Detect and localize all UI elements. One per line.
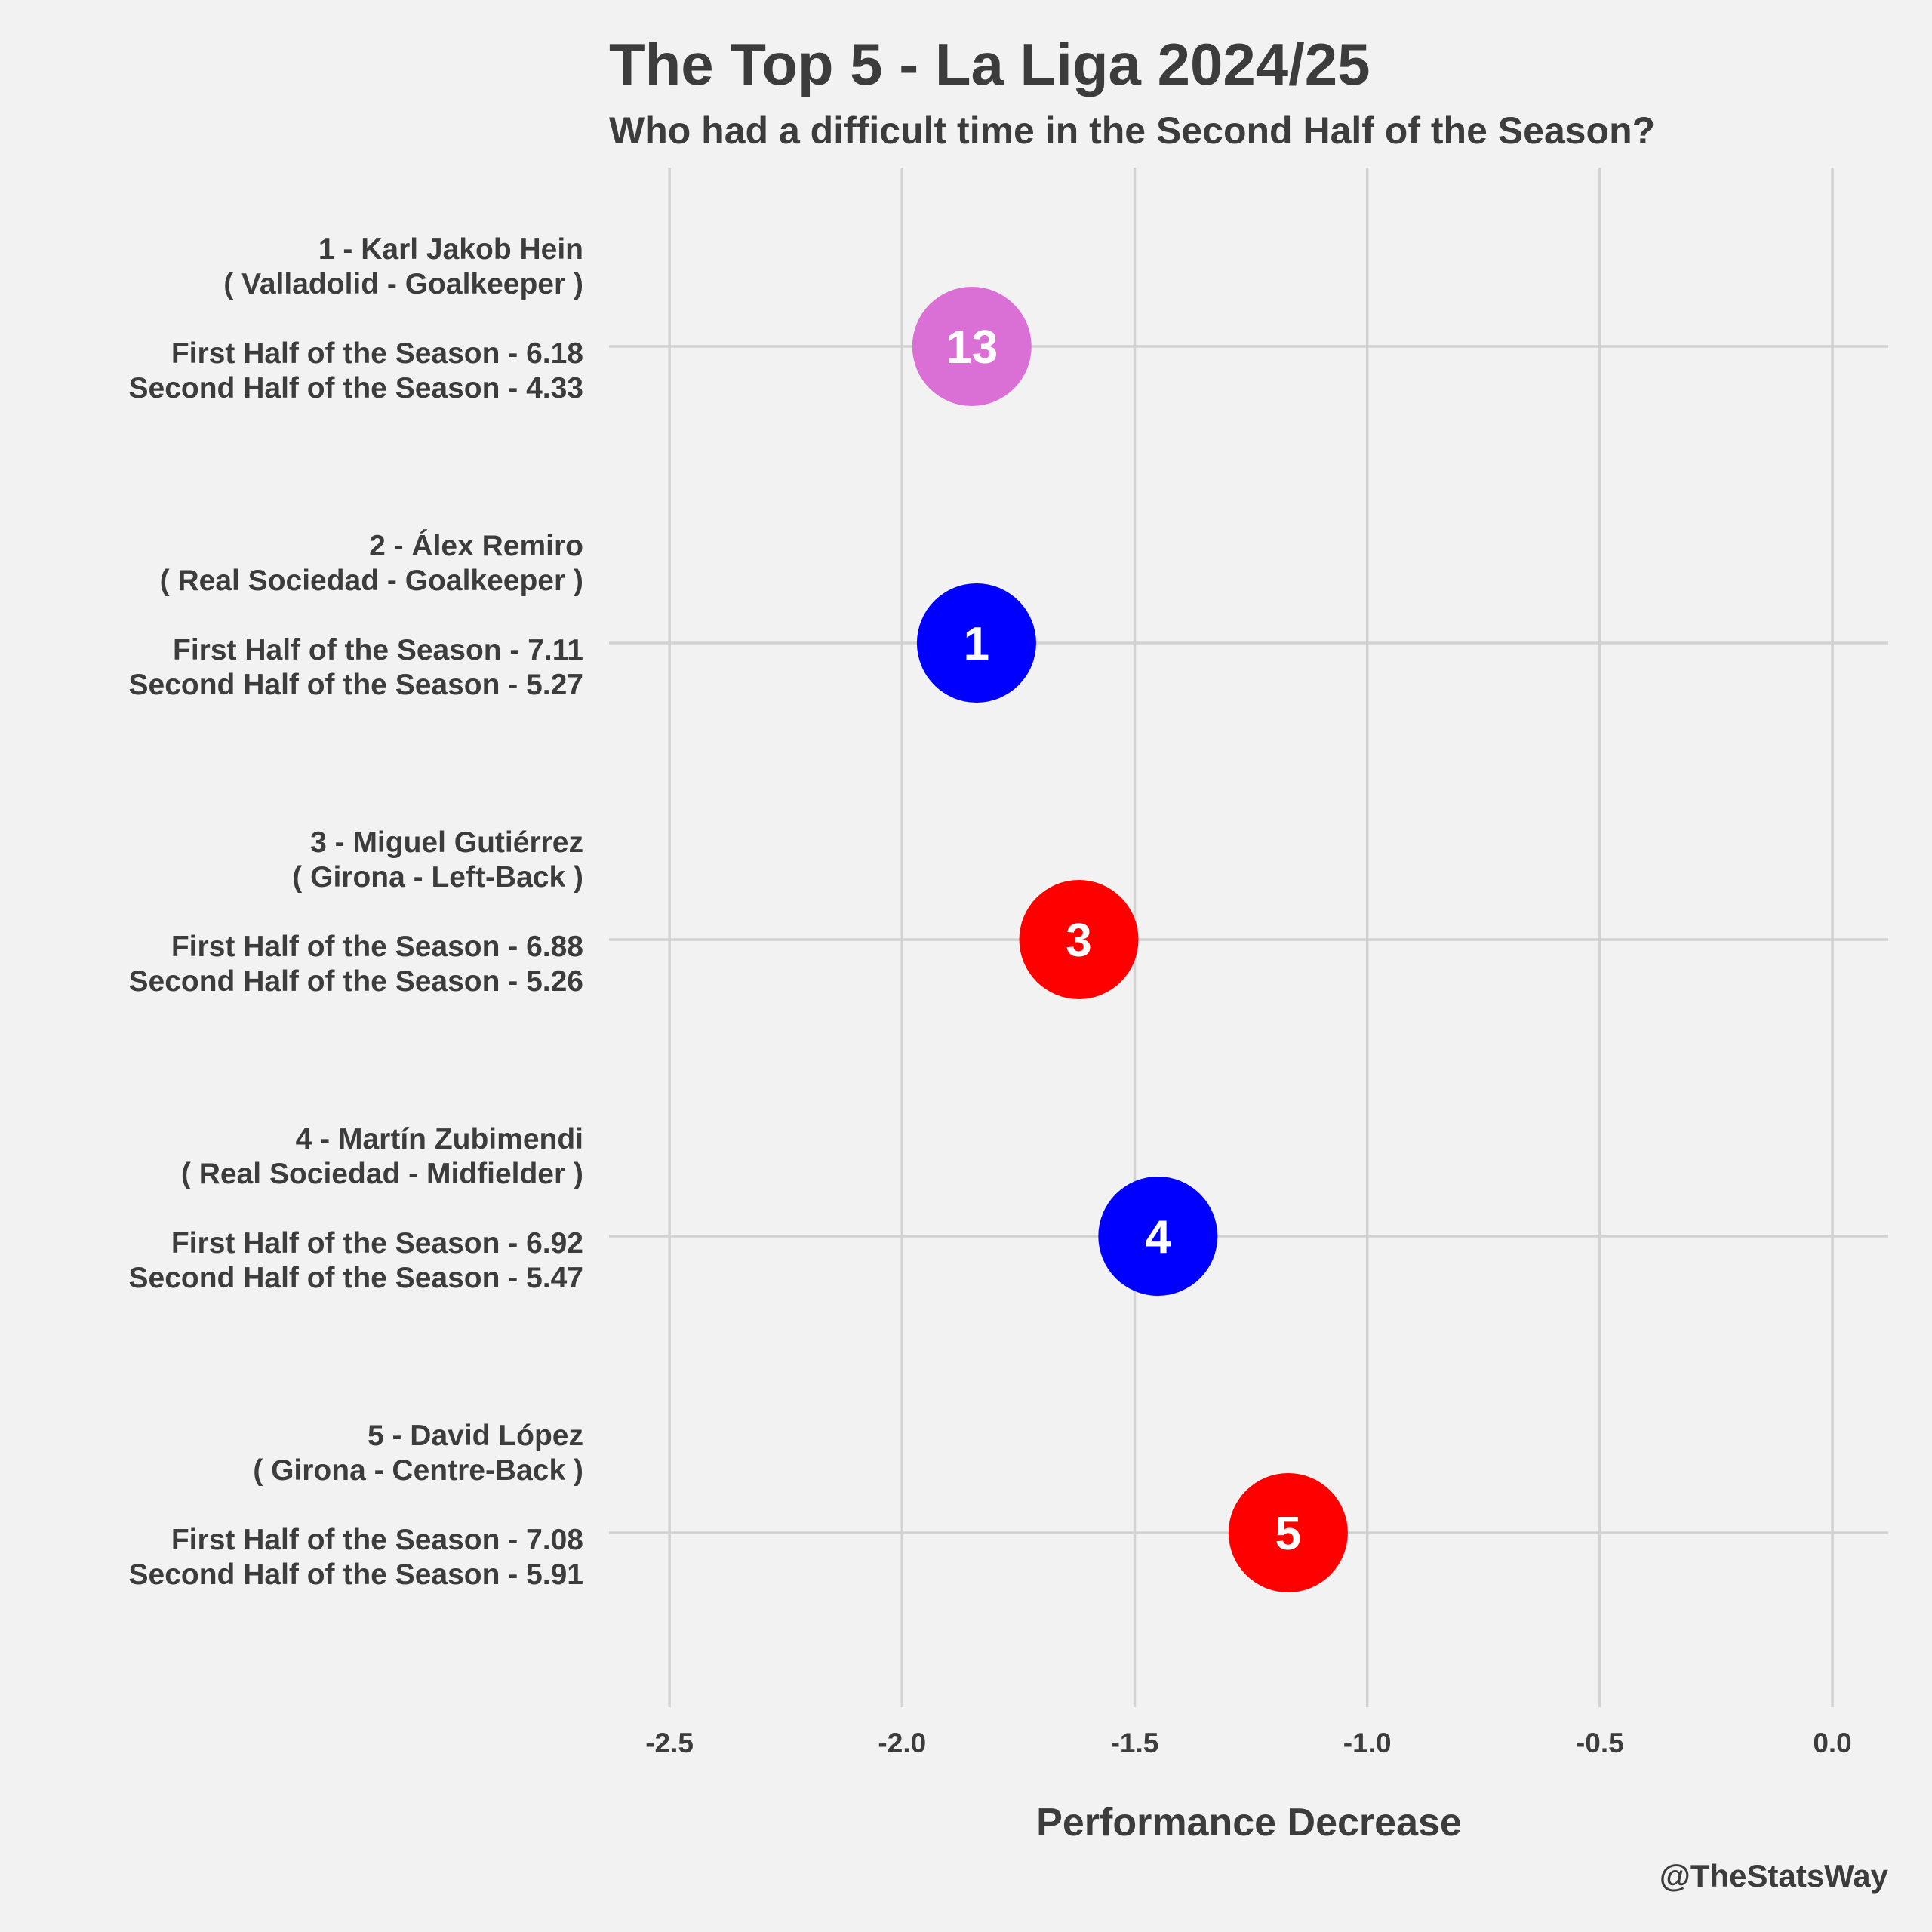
x-tick-label: -2.0 (878, 1727, 926, 1758)
x-axis-ticks: -2.5 -2.0 -1.5 -1.0 -0.5 0.0 (645, 1727, 1852, 1758)
data-point-4 (1098, 1177, 1218, 1296)
y-axis-category-labels: 1 - Karl Jakob Hein( Valladolid - Goalke… (129, 233, 583, 1591)
x-tick-label: 0.0 (1813, 1727, 1851, 1758)
data-point-label: 4 (1145, 1211, 1171, 1263)
x-tick-label: -1.5 (1111, 1727, 1159, 1758)
category-label-line: 1 - Karl Jakob Hein (318, 233, 583, 266)
category-label-line: Second Half of the Season - 5.47 (129, 1262, 583, 1294)
caption: @TheStatsWay (1660, 1858, 1889, 1894)
category-label-line: Second Half of the Season - 5.26 (129, 965, 583, 998)
category-label-line: ( Real Sociedad - Midfielder ) (181, 1158, 583, 1190)
data-point-5 (1228, 1473, 1348, 1592)
data-point-label: 13 (946, 321, 998, 374)
data-point-label: 5 (1275, 1508, 1301, 1560)
x-tick-label: -0.5 (1576, 1727, 1624, 1758)
data-point-label: 3 (1066, 915, 1091, 967)
category-label-line: First Half of the Season - 6.92 (171, 1227, 583, 1260)
category-label-line: Second Half of the Season - 5.91 (129, 1558, 583, 1591)
chart-subtitle: Who had a difficult time in the Second H… (609, 109, 1655, 152)
category-label-line: 4 - Martín Zubimendi (296, 1123, 583, 1155)
category-label-line: First Half of the Season - 6.88 (171, 931, 583, 963)
x-axis-label: Performance Decrease (1036, 1801, 1462, 1844)
data-point-label: 1 (964, 618, 989, 670)
category-label-line: ( Real Sociedad - Goalkeeper ) (160, 565, 583, 597)
category-label-line: First Half of the Season - 6.18 (171, 337, 583, 370)
category-label-line: 5 - David López (368, 1420, 583, 1452)
data-point-3 (1019, 880, 1139, 999)
category-label-line: ( Valladolid - Goalkeeper ) (223, 268, 583, 300)
category-label-line: 2 - Álex Remiro (369, 529, 583, 562)
data-point-2 (916, 583, 1036, 703)
category-label-line: First Half of the Season - 7.08 (171, 1524, 583, 1556)
data-point-1 (912, 287, 1032, 406)
x-tick-label: -1.0 (1343, 1727, 1392, 1758)
category-label-line: ( Girona - Centre-Back ) (253, 1454, 583, 1487)
chart-title: The Top 5 - La Liga 2024/25 (609, 31, 1371, 97)
x-tick-label: -2.5 (645, 1727, 694, 1758)
category-label-line: ( Girona - Left-Back ) (292, 861, 583, 894)
category-label-line: 3 - Miguel Gutiérrez (310, 826, 583, 859)
category-label-line: Second Half of the Season - 4.33 (129, 372, 583, 405)
category-label-line: Second Half of the Season - 5.27 (129, 669, 583, 701)
category-label-line: First Half of the Season - 7.11 (173, 634, 583, 666)
